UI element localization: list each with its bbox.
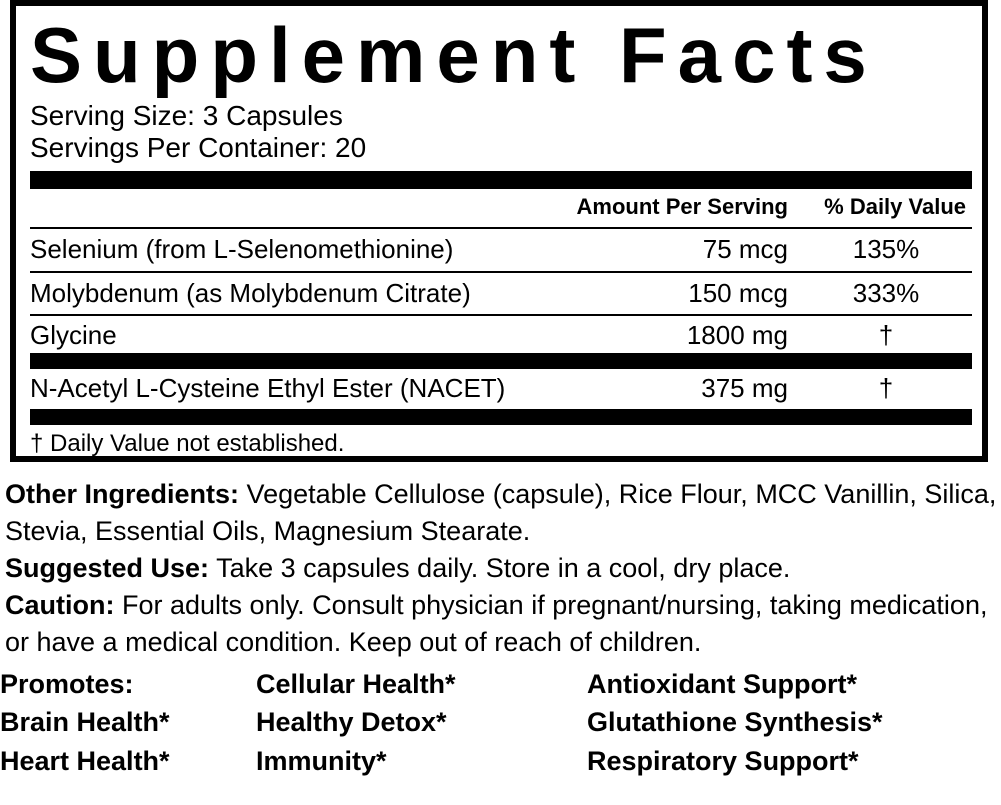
promote-item: Promotes: <box>0 669 134 699</box>
nutrient-amount: 75 mcg <box>702 234 788 264</box>
promote-item: Healthy Detox* <box>256 707 447 737</box>
text: Take 3 capsules daily. Store in a cool, … <box>216 553 791 583</box>
suggested-use: Suggested Use: Take 3 capsules daily. St… <box>5 550 1000 587</box>
title: Supplement Facts <box>30 11 878 99</box>
header-daily-value: % Daily Value <box>824 194 966 219</box>
promote-item: Respiratory Support* <box>587 746 859 776</box>
promote-item: Cellular Health* <box>256 669 456 699</box>
nutrient-dv: 135% <box>852 234 920 264</box>
rule <box>30 271 972 273</box>
nutrient-dv: † <box>878 320 894 350</box>
promote-item: Glutathione Synthesis* <box>587 707 883 737</box>
nutrient-name: Glycine <box>30 320 117 350</box>
text: For adults only. Consult physician if pr… <box>5 590 988 657</box>
nutrient-name: N-Acetyl L-Cysteine Ethyl Ester (NACET) <box>30 373 506 403</box>
caution: Caution: For adults only. Consult physic… <box>5 587 1000 661</box>
label: Suggested Use: <box>5 553 210 583</box>
text: Vegetable Cellulose (capsule), Rice Flou… <box>5 479 997 546</box>
footnote: † Daily Value not established. <box>30 430 345 457</box>
nutrient-amount: 1800 mg <box>686 320 788 350</box>
other-ingredients: Other Ingredients: Vegetable Cellulose (… <box>5 476 1000 550</box>
thick-rule <box>30 409 972 425</box>
promote-item: Immunity* <box>256 746 387 776</box>
label: Other Ingredients: <box>5 479 240 509</box>
servings-per-container: Servings Per Container: 20 <box>30 132 367 163</box>
promote-item: Antioxidant Support* <box>587 669 857 699</box>
nutrient-dv: 333% <box>852 278 920 308</box>
nutrient-dv: † <box>878 373 894 403</box>
nutrient-amount: 150 mcg <box>688 278 788 308</box>
nutrient-name: Selenium (from L-Selenomethionine) <box>30 234 454 264</box>
rule <box>30 314 972 316</box>
nutrient-name: Molybdenum (as Molybdenum Citrate) <box>30 278 471 308</box>
facts-panel: Supplement Facts Serving Size: 3 Capsule… <box>10 0 988 462</box>
nutrient-amount: 375 mg <box>701 373 788 403</box>
promote-item: Brain Health* <box>0 707 170 737</box>
thick-rule <box>30 353 972 369</box>
promote-item: Heart Health* <box>0 746 170 776</box>
label: Caution: <box>5 590 115 620</box>
serving-size: Serving Size: 3 Capsules <box>30 100 343 131</box>
header-amount: Amount Per Serving <box>576 194 788 219</box>
thick-rule <box>30 171 972 189</box>
rule <box>30 227 972 229</box>
